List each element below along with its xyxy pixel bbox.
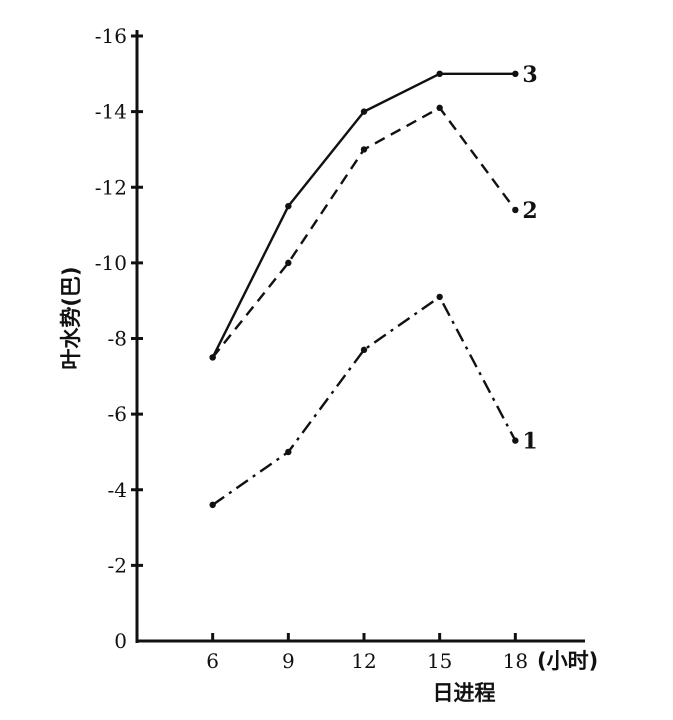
series-line-3	[211, 72, 516, 358]
series-2-point	[285, 259, 292, 267]
y-tick-label: 0	[114, 629, 127, 653]
series-1-point	[512, 437, 519, 444]
series-label-2: 2	[522, 198, 537, 224]
series-3-point	[360, 108, 368, 115]
series-1-point	[436, 293, 443, 301]
series-line-1	[211, 295, 517, 506]
y-tick-label: -14	[95, 100, 127, 124]
x-tick-label: 18	[503, 649, 528, 673]
y-tick-label: -10	[95, 251, 127, 275]
series-2-point	[436, 104, 443, 112]
series-3-point	[512, 70, 519, 78]
axes	[135, 30, 585, 643]
y-tick-label: -2	[108, 553, 127, 577]
x-tick-label: 6	[206, 649, 219, 673]
y-tick-label: -12	[95, 175, 127, 199]
series-3-point	[285, 202, 292, 210]
y-tick-label: -16	[95, 24, 127, 48]
y-axis-title: 叶水势(巴)	[59, 266, 83, 369]
x-tick-label: 15	[427, 649, 452, 673]
series-1-point	[360, 346, 368, 354]
axis-titles: 叶水势(巴) 日进程 (小时)	[59, 266, 598, 705]
series-2-point	[360, 146, 368, 153]
series-3-point	[436, 70, 443, 78]
series-1-point	[285, 448, 292, 456]
ticks: 0 -2 -4 -6 -8 -10 -12 -14 -16 6 9 12 15 18	[95, 24, 528, 673]
x-axis-title: 日进程	[433, 681, 496, 705]
series-lines: 1 2 3	[209, 62, 538, 509]
series-line-2	[211, 106, 517, 359]
series-1-point	[209, 501, 216, 509]
y-tick-label: -8	[108, 327, 127, 351]
x-tick-label: 9	[282, 649, 295, 673]
y-tick-label: -6	[108, 402, 127, 426]
x-axis-unit: (小时)	[537, 649, 598, 673]
x-tick-label: 12	[351, 649, 376, 673]
series-2-point	[512, 206, 519, 214]
series-label-1: 1	[522, 429, 537, 455]
series-3-point	[209, 354, 216, 361]
y-tick-label: -4	[108, 478, 127, 502]
series-label-3: 3	[522, 62, 537, 88]
